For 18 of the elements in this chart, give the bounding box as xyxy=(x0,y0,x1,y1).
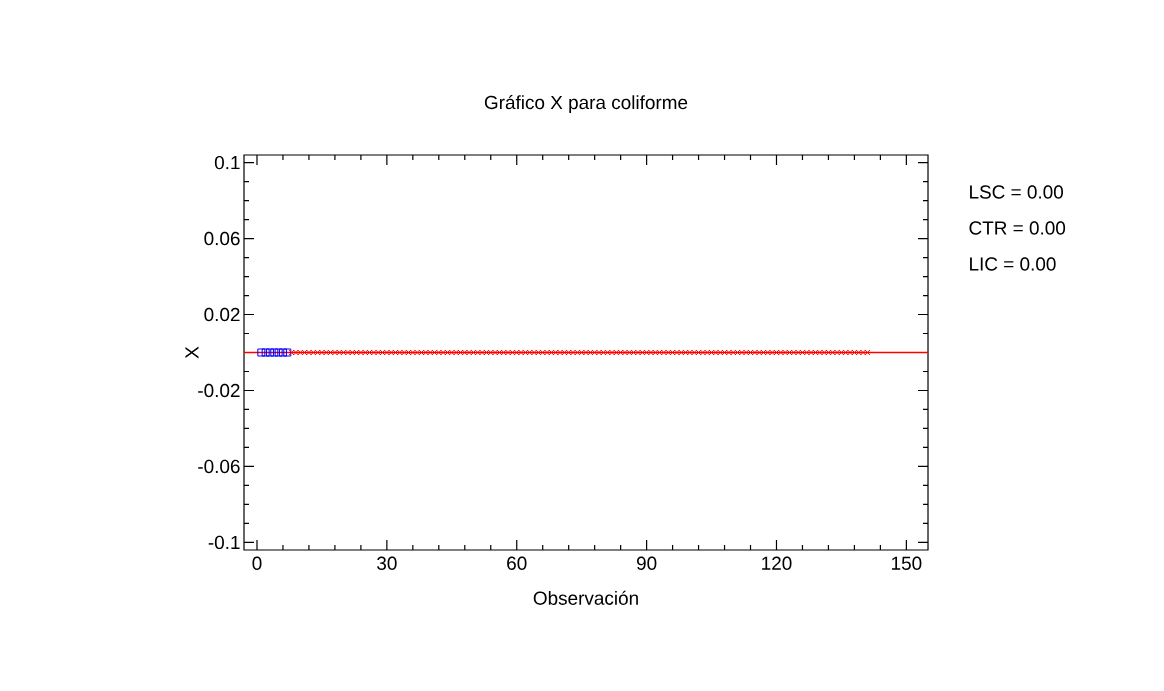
y-tick-label: -0.06 xyxy=(198,459,240,474)
y-tick-label: 0.1 xyxy=(214,155,240,170)
y-tick-label: 0.06 xyxy=(204,231,240,246)
x-tick-label: 60 xyxy=(507,556,527,570)
y-tick-label: 0.02 xyxy=(204,307,240,322)
x-tick-label: 150 xyxy=(892,556,922,570)
x-axis-title: Observación xyxy=(533,590,638,605)
x-tick-label: 120 xyxy=(762,556,792,570)
text: LSC = 0.00 xyxy=(970,185,1063,199)
x-tick-label: 0 xyxy=(252,556,262,570)
chart-title: Gráfico X para coliforme xyxy=(484,95,688,113)
x-tick-label: 30 xyxy=(377,556,397,570)
text: CTR = 0.00 xyxy=(969,221,1066,235)
text: LIC = 0.00 xyxy=(970,257,1056,271)
y-tick-label: -0.1 xyxy=(208,535,240,550)
y-tick-label: -0.02 xyxy=(198,383,240,398)
x-tick-label: 90 xyxy=(636,556,657,570)
y-axis-title: X xyxy=(185,346,199,359)
